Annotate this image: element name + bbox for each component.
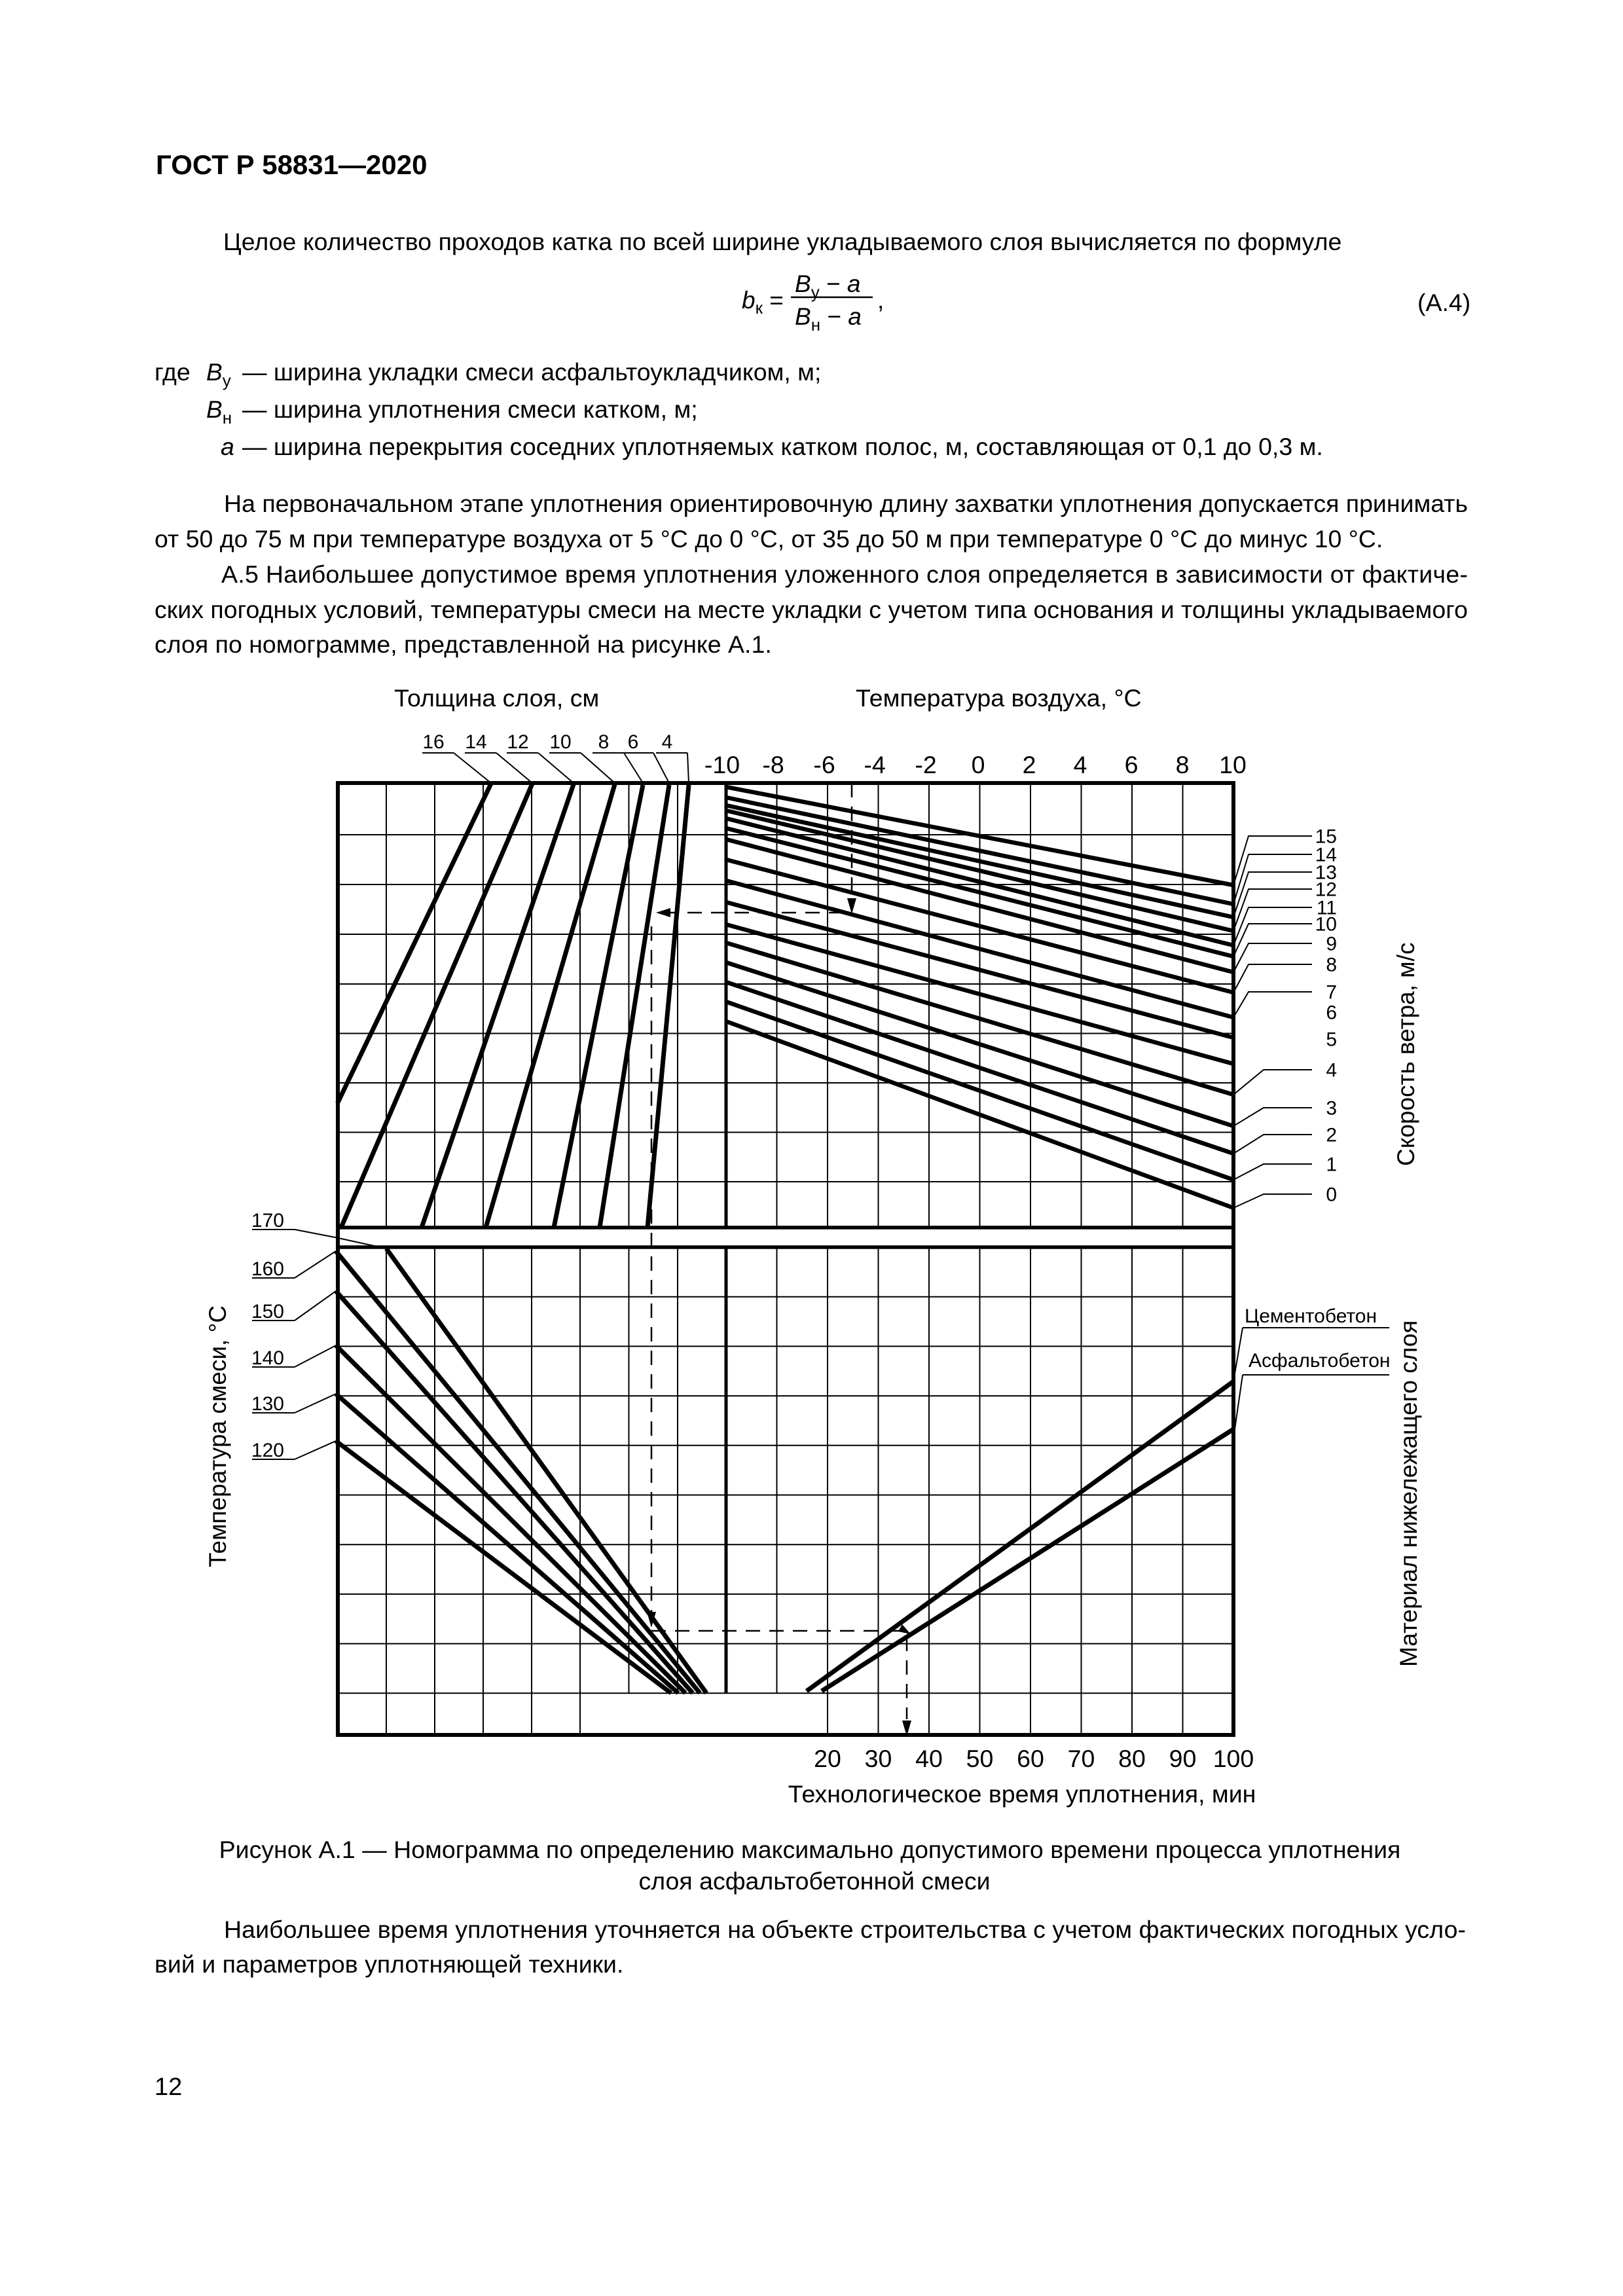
- svg-text:Материал нижележащего слоя: Материал нижележащего слоя: [1395, 1321, 1422, 1667]
- svg-text:8: 8: [598, 731, 610, 753]
- svg-text:150: 150: [251, 1301, 284, 1322]
- svg-text:90: 90: [1169, 1745, 1197, 1772]
- svg-text:140: 140: [251, 1347, 284, 1369]
- svg-text:Технологическое время уплотнен: Технологическое время уплотнения, мин: [788, 1780, 1256, 1808]
- svg-text:170: 170: [251, 1210, 284, 1231]
- svg-text:12: 12: [507, 731, 528, 753]
- svg-text:— ширина укладки смеси асфальт: — ширина укладки смеси асфальтоукладчико…: [242, 358, 821, 386]
- svg-text:130: 130: [251, 1393, 284, 1415]
- svg-text:от 50 до 75 м при температуре: от 50 до 75 м при температуре воздуха от…: [155, 525, 1383, 553]
- svg-text:4: 4: [1074, 751, 1087, 778]
- svg-text:6: 6: [1125, 751, 1139, 778]
- svg-text:— ширина перекрытия соседних у: — ширина перекрытия соседних уплотняемых…: [242, 433, 1323, 460]
- svg-text:Рисунок А.1 — Номограмма по оп: Рисунок А.1 — Номограмма по определению …: [219, 1836, 1401, 1863]
- svg-text:40: 40: [915, 1745, 943, 1772]
- svg-text:-4: -4: [864, 751, 885, 778]
- svg-text:10: 10: [1219, 751, 1247, 778]
- svg-text:ских погодных условий, темпера: ских погодных условий, температуры смеси…: [155, 596, 1468, 623]
- svg-text:0: 0: [1326, 1184, 1337, 1206]
- svg-text:1: 1: [1326, 1154, 1337, 1176]
- svg-text:а: а: [221, 433, 234, 460]
- svg-text:13: 13: [1315, 862, 1337, 884]
- svg-text:где: где: [155, 358, 191, 386]
- svg-text:14: 14: [465, 731, 486, 753]
- svg-text:2: 2: [1023, 751, 1036, 778]
- svg-text:(А.4): (А.4): [1417, 289, 1470, 316]
- svg-text:Вн − а: Вн − а: [795, 303, 862, 335]
- svg-text:100: 100: [1213, 1745, 1254, 1772]
- svg-text:30: 30: [865, 1745, 892, 1772]
- svg-text:Толщина слоя, см: Толщина слоя, см: [394, 684, 599, 712]
- svg-text:11: 11: [1317, 898, 1337, 919]
- svg-text:5: 5: [1326, 1029, 1337, 1051]
- svg-text:Наибольшее время уплотнения ут: Наибольшее время уплотнения уточняется н…: [224, 1916, 1466, 1943]
- svg-text:10: 10: [1315, 914, 1337, 936]
- svg-text:Асфальтобетон: Асфальтобетон: [1249, 1350, 1390, 1372]
- svg-text:10: 10: [549, 731, 571, 753]
- svg-text:,: ,: [877, 287, 884, 314]
- svg-text:60: 60: [1017, 1745, 1044, 1772]
- svg-text:Скорость ветра, м/с: Скорость ветра, м/с: [1393, 942, 1419, 1166]
- svg-text:2: 2: [1326, 1125, 1337, 1146]
- svg-text:На первоначальном этапе уплотн: На первоначальном этапе уплотнения ориен…: [224, 490, 1468, 517]
- svg-text:6: 6: [1326, 1002, 1337, 1024]
- svg-text:15: 15: [1315, 826, 1337, 848]
- svg-text:8: 8: [1326, 955, 1337, 976]
- svg-text:7: 7: [1326, 982, 1337, 1004]
- svg-text:-6: -6: [813, 751, 835, 778]
- svg-text:70: 70: [1068, 1745, 1095, 1772]
- svg-text:4: 4: [662, 731, 673, 753]
- svg-text:20: 20: [814, 1745, 841, 1772]
- svg-text:Температура смеси, °С: Температура смеси, °С: [204, 1305, 231, 1567]
- svg-text:0: 0: [972, 751, 985, 778]
- svg-text:160: 160: [251, 1258, 284, 1280]
- svg-text:ГОСТ Р 58831—2020: ГОСТ Р 58831—2020: [156, 149, 427, 180]
- svg-text:3: 3: [1326, 1098, 1337, 1120]
- svg-text:bк =: bк =: [742, 287, 784, 318]
- svg-text:50: 50: [966, 1745, 994, 1772]
- svg-text:16: 16: [422, 731, 444, 753]
- svg-text:слоя по номограмме, представле: слоя по номограмме, представленной на ри…: [155, 630, 772, 658]
- svg-text:Вн: Вн: [206, 396, 232, 428]
- svg-text:вий и параметров уплотняющей т: вий и параметров уплотняющей техники.: [155, 1950, 623, 1978]
- svg-text:9: 9: [1326, 934, 1337, 955]
- svg-text:6: 6: [628, 731, 639, 753]
- svg-text:— ширина уплотнения смеси катк: — ширина уплотнения смеси катком, м;: [242, 395, 698, 423]
- svg-text:12: 12: [1315, 879, 1337, 901]
- svg-text:-10: -10: [704, 751, 740, 778]
- svg-text:8: 8: [1176, 751, 1190, 778]
- svg-text:А.5 Наибольшее допустимое вре: А.5 Наибольшее допустимое время уплотнен…: [221, 560, 1468, 588]
- svg-text:Температура воздуха, °С: Температура воздуха, °С: [856, 684, 1142, 712]
- svg-text:4: 4: [1326, 1060, 1337, 1082]
- svg-text:Целое количество проходов катк: Целое количество проходов катка по всей …: [223, 228, 1341, 255]
- svg-text:Ву: Ву: [206, 359, 231, 390]
- svg-text:14: 14: [1315, 845, 1337, 866]
- svg-text:12: 12: [155, 2073, 182, 2101]
- svg-text:-8: -8: [762, 751, 784, 778]
- svg-text:80: 80: [1118, 1745, 1146, 1772]
- svg-text:слоя асфальтобетонной смеси: слоя асфальтобетонной смеси: [638, 1867, 990, 1895]
- svg-text:120: 120: [251, 1440, 284, 1461]
- svg-text:Ву − а: Ву − а: [795, 270, 860, 302]
- svg-text:Цементобетон: Цементобетон: [1245, 1305, 1377, 1327]
- svg-text:-2: -2: [915, 751, 936, 778]
